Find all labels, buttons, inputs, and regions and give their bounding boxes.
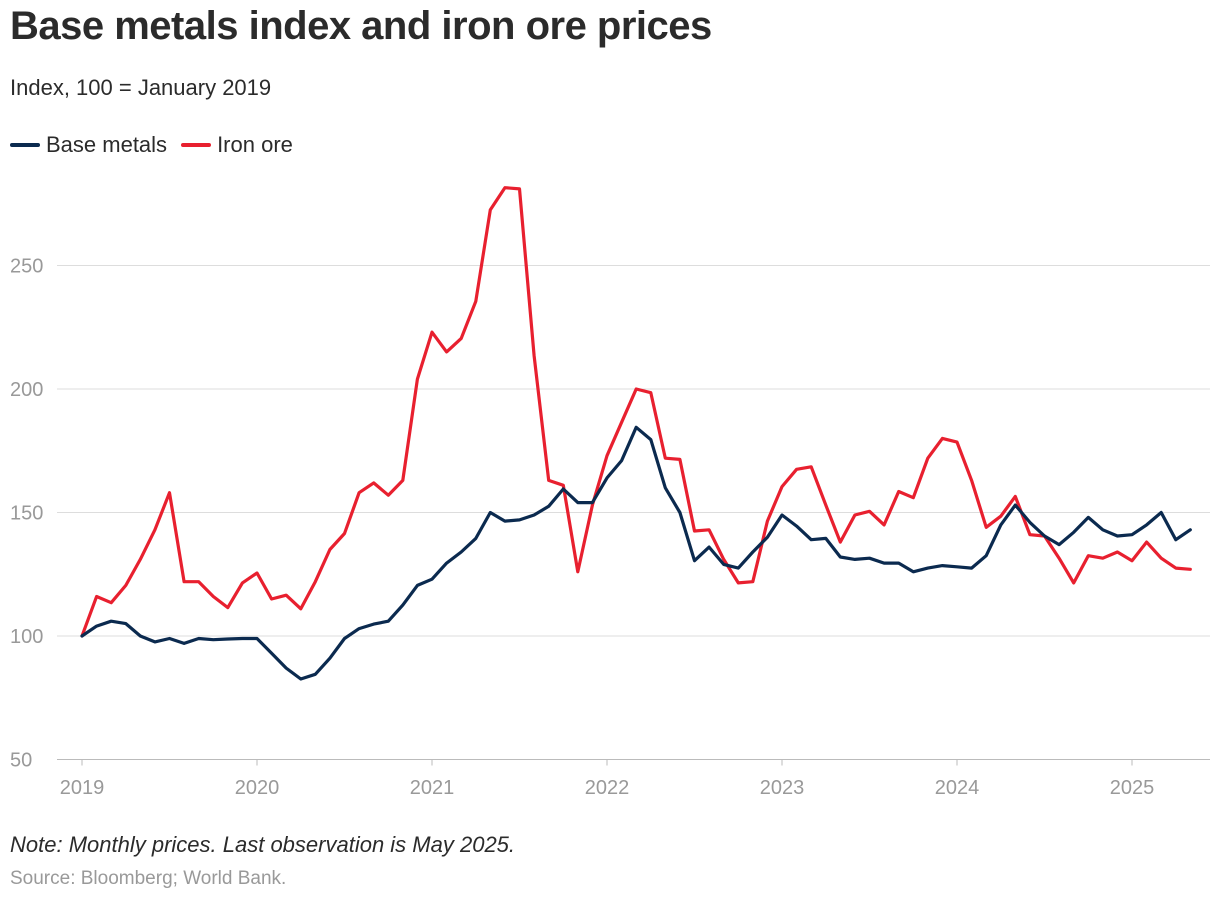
x-tick-label: 2024 <box>935 777 980 799</box>
legend-swatch-iron-ore <box>181 143 212 147</box>
legend-item-base-metals: Base metals <box>10 132 167 158</box>
x-tick-label: 2020 <box>235 777 280 799</box>
legend-item-iron-ore: Iron ore <box>181 132 293 158</box>
y-tick-label: 100 <box>10 626 43 648</box>
y-tick-label: 200 <box>10 379 43 401</box>
chart-title: Base metals index and iron ore prices <box>10 4 712 48</box>
x-tick-label: 2022 <box>585 777 630 799</box>
x-tick-label: 2021 <box>410 777 455 799</box>
x-tick-label: 2023 <box>760 777 805 799</box>
chart-source: Source: Bloomberg; World Bank. <box>10 868 287 889</box>
chart-note: Note: Monthly prices. Last observation i… <box>10 832 516 857</box>
x-tick-label: 2019 <box>60 777 105 799</box>
y-tick-label: 250 <box>10 256 43 278</box>
y-tick-label: 150 <box>10 503 43 525</box>
legend-label-iron-ore: Iron ore <box>217 132 293 157</box>
series-line-base-metals <box>80 425 1192 681</box>
legend-swatch-base-metals <box>10 143 40 147</box>
legend-label-base-metals: Base metals <box>46 132 168 157</box>
series-line-iron-ore <box>80 186 1192 638</box>
chart-subtitle: Index, 100 = January 2019 <box>10 75 272 100</box>
x-tick-label: 2025 <box>1110 777 1155 799</box>
y-tick-label: 50 <box>10 750 32 772</box>
legend: Base metals Iron ore <box>10 132 293 158</box>
